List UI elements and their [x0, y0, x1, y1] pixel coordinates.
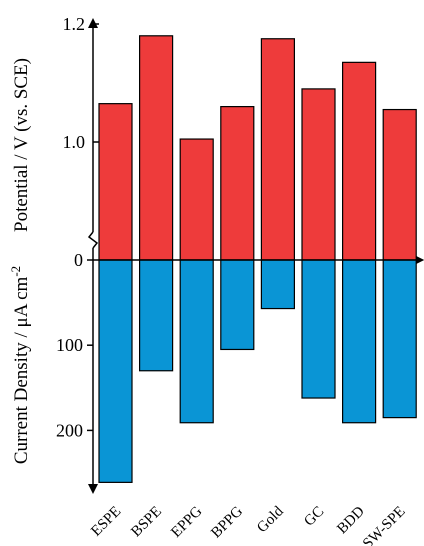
potential-bar: [342, 61, 377, 261]
potential-bar: [382, 108, 417, 261]
current-density-axis-title-exponent: -2: [8, 266, 23, 277]
potential-bar: [179, 138, 214, 261]
current-density-axis-title: Current Density / μA cm-2: [8, 266, 32, 464]
potential-tick-label: 1.0: [63, 132, 86, 152]
current-density-bar: [342, 259, 377, 424]
potential-bars: [98, 35, 417, 261]
current-density-bar: [98, 259, 133, 483]
category-label: SW-SPE: [360, 504, 408, 546]
category-label: BPPG: [208, 503, 246, 541]
current-density-bar: [260, 259, 295, 310]
potential-axis-title: Potential / V (vs. SCE): [11, 58, 32, 232]
category-label: GC: [301, 504, 327, 530]
category-label: EPPG: [168, 503, 205, 540]
potential-bar: [98, 103, 133, 261]
current-axis-arrow: [88, 484, 98, 494]
current-tick-label: 200: [56, 420, 83, 440]
current-density-bar: [220, 259, 255, 351]
current-density-bar: [139, 259, 174, 372]
zero-tick-label: 0: [74, 250, 83, 270]
category-label: Gold: [254, 503, 287, 536]
current-density-bar: [179, 259, 214, 424]
potential-bar: [220, 105, 255, 261]
current-density-bars: [98, 259, 417, 483]
current-density-bar: [382, 259, 417, 419]
potential-bar: [301, 88, 336, 261]
category-label: BSPE: [128, 504, 165, 541]
axes: [87, 18, 424, 494]
category-label: ESPE: [88, 504, 124, 540]
current-density-bar: [301, 259, 336, 399]
current-density-axis-title-text: Current Density / μA cm: [11, 276, 32, 464]
potential-bar: [139, 35, 174, 261]
category-label: BDD: [334, 503, 368, 537]
potential-tick-label: 1.2: [63, 14, 86, 34]
potential-bar: [260, 38, 295, 261]
zero-axis-arrow: [416, 256, 424, 264]
axis-break-marker: [87, 231, 99, 249]
potential-axis-arrow: [88, 18, 98, 28]
current-tick-label: 100: [56, 335, 83, 355]
